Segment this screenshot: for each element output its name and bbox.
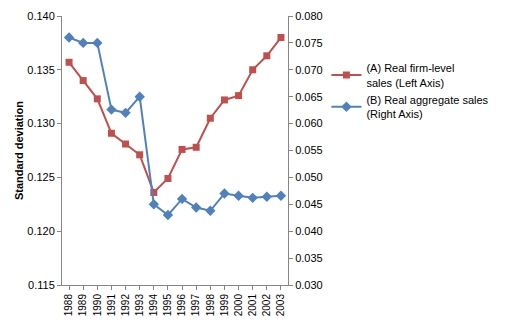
svg-text:0.045: 0.045: [295, 198, 323, 210]
svg-text:0.140: 0.140: [27, 10, 55, 22]
svg-text:1996: 1996: [176, 294, 187, 317]
svg-text:0.075: 0.075: [295, 37, 323, 49]
svg-text:0.050: 0.050: [295, 171, 323, 183]
svg-text:1993: 1993: [134, 294, 145, 317]
svg-text:1995: 1995: [162, 294, 173, 317]
svg-text:2000: 2000: [233, 294, 244, 317]
svg-text:2003: 2003: [275, 294, 286, 317]
svg-text:1997: 1997: [190, 294, 201, 317]
svg-text:0.055: 0.055: [295, 144, 323, 156]
svg-text:1991: 1991: [106, 294, 117, 317]
svg-text:0.060: 0.060: [295, 117, 323, 129]
svg-text:1992: 1992: [120, 294, 131, 317]
svg-text:(B) Real aggregate sales(Right: (B) Real aggregate sales(Right Axis): [366, 94, 488, 120]
svg-text:1998: 1998: [205, 294, 216, 317]
svg-text:0.070: 0.070: [295, 64, 323, 76]
svg-text:0.065: 0.065: [295, 91, 323, 103]
svg-text:0.125: 0.125: [27, 171, 55, 183]
svg-text:0.030: 0.030: [295, 279, 323, 291]
svg-text:0.115: 0.115: [28, 279, 55, 291]
svg-text:2001: 2001: [247, 294, 258, 317]
svg-text:1988: 1988: [63, 294, 74, 317]
svg-text:Standard deviation: Standard deviation: [13, 101, 25, 200]
svg-text:0.080: 0.080: [295, 10, 323, 22]
svg-text:0.040: 0.040: [295, 225, 323, 237]
svg-text:1999: 1999: [219, 294, 230, 317]
svg-text:0.120: 0.120: [27, 225, 55, 237]
svg-text:1989: 1989: [77, 294, 88, 317]
svg-text:1990: 1990: [92, 294, 103, 317]
svg-text:0.035: 0.035: [295, 252, 323, 264]
svg-text:0.130: 0.130: [27, 117, 55, 129]
svg-text:2002: 2002: [261, 294, 272, 317]
svg-text:0.135: 0.135: [27, 64, 55, 76]
svg-text:1994: 1994: [148, 294, 159, 317]
svg-text:(A) Real firm-levelsales (Left: (A) Real firm-levelsales (Left Axis): [366, 62, 454, 88]
